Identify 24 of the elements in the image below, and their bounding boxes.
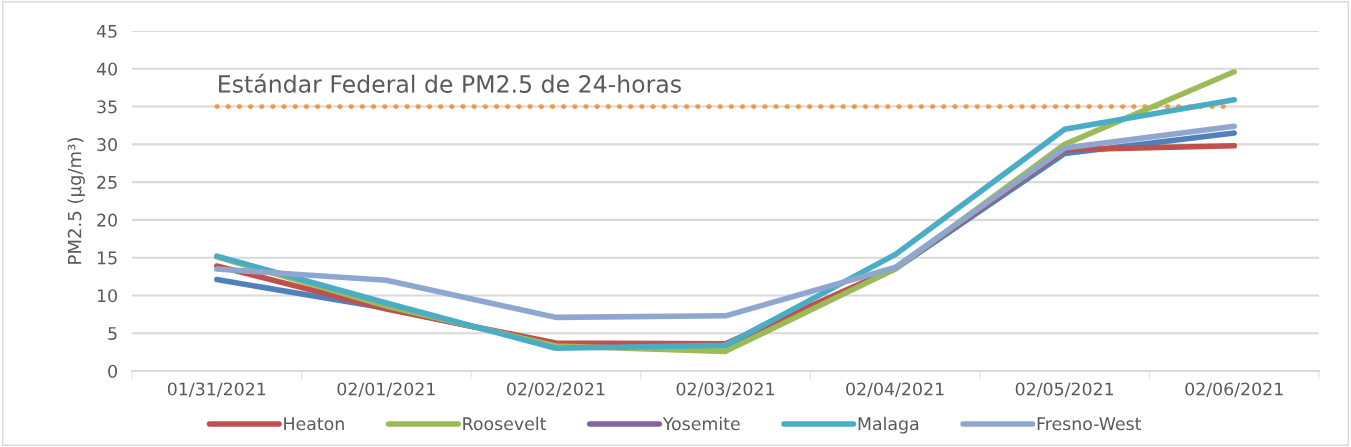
x-tick-label: 02/03/2021 xyxy=(676,382,774,397)
x-tick-label: 02/06/2021 xyxy=(1185,382,1283,397)
x-tick-label: 02/02/2021 xyxy=(507,382,605,397)
x-tick-label: 02/04/2021 xyxy=(846,382,944,397)
ref-line-label: Estándar Federal de PM2.5 de 24-horas xyxy=(219,73,681,93)
y-tick-label: 20 xyxy=(97,213,117,227)
x-tick-label: 02/01/2021 xyxy=(337,382,435,397)
legend-label: Heaton xyxy=(284,417,344,431)
y-tick-label: 40 xyxy=(96,62,117,76)
x-tick-label: 02/05/2021 xyxy=(1015,382,1114,397)
y-tick-label: 30 xyxy=(97,138,117,152)
y-tick-label: 15 xyxy=(97,251,117,265)
legend-label: Malaga xyxy=(858,416,919,434)
y-tick-label: 25 xyxy=(97,175,117,189)
y-tick-label: 35 xyxy=(97,100,117,114)
y-tick-label: 0 xyxy=(108,364,117,378)
y-axis-title: PM2.5 (µg/m³) xyxy=(67,138,85,264)
legend-label: Yosemite xyxy=(662,416,740,431)
y-tick-label: 5 xyxy=(108,327,117,341)
x-tick-label: 01/31/2021 xyxy=(167,382,266,397)
y-tick-label: 45 xyxy=(96,24,117,38)
y-tick-label: 10 xyxy=(97,289,117,303)
legend-label: Roosevelt xyxy=(463,416,547,431)
legend-label: Fresno-West xyxy=(1037,417,1142,431)
